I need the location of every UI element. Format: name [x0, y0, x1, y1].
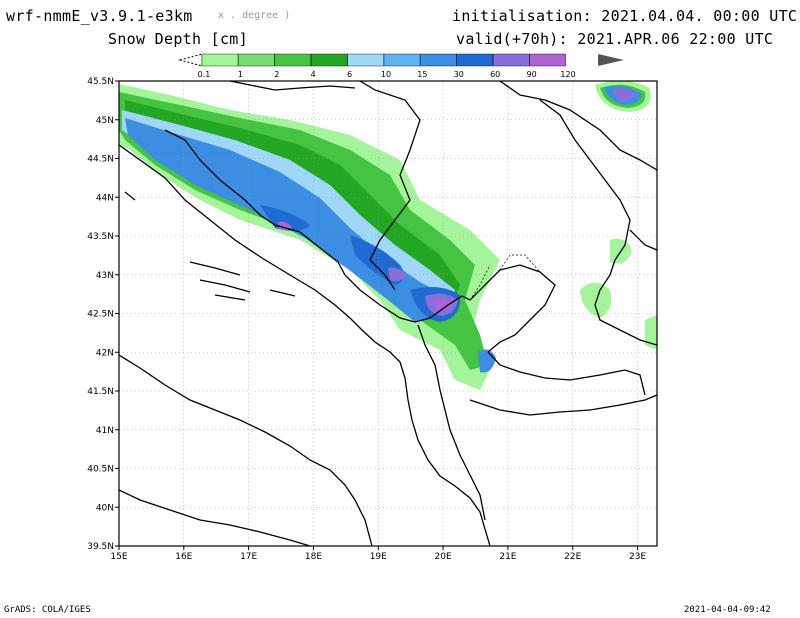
colorbar-label: 120: [560, 70, 575, 79]
border-kosovo-serbia: [469, 254, 541, 301]
colorbar-box: [201, 53, 239, 67]
lon-label: 23E: [629, 552, 646, 562]
border-macedonia: [487, 351, 646, 396]
lat-label: 43N: [96, 271, 114, 281]
lat-label: 41.5N: [87, 387, 114, 397]
lon-label: 17E: [240, 552, 257, 562]
border-croatia-bosnia: [164, 129, 346, 276]
snow-depth-field: [119, 81, 657, 390]
unit-note: x . degree ): [218, 10, 291, 21]
colorbar-box: [347, 53, 384, 67]
snow-region-light: [645, 315, 657, 350]
lon-label: 21E: [499, 552, 516, 562]
colorbar-box: [456, 53, 493, 67]
border-east: [629, 229, 657, 251]
coastline: [119, 489, 311, 546]
lat-label: 41N: [96, 426, 114, 436]
valid-time: valid(+70h): 2021.APR.06 22:00 UTC: [456, 30, 774, 48]
footer-credit: GrADS: COLA/IGES: [4, 605, 91, 615]
border-serbia-bulgaria: [539, 99, 657, 346]
colorbar-box: [420, 53, 457, 67]
lat-label: 40.5N: [87, 465, 114, 475]
colorbar-label: 10: [381, 70, 391, 79]
lon-label: 18E: [305, 552, 322, 562]
colorbar-label: 60: [490, 70, 500, 79]
colorbar-high-arrow: [598, 54, 624, 66]
colorbar-label: 1: [238, 70, 243, 79]
colorbar-box: [529, 53, 566, 67]
snow-region-purple: [612, 88, 636, 101]
lon-label: 19E: [370, 552, 387, 562]
field-title: Snow Depth [cm]: [108, 30, 248, 48]
colorbar-box: [383, 53, 421, 67]
snow-region-darkblue: [260, 205, 310, 231]
colorbar-box: [311, 53, 348, 67]
lat-label: 39.5N: [87, 542, 114, 552]
coastline: [119, 354, 373, 546]
snow-region-light: [580, 282, 612, 318]
lon-label: 22E: [564, 552, 581, 562]
colorbar-low-arrow: [178, 53, 203, 67]
colorbar-box: [238, 53, 275, 67]
border-albania: [417, 324, 486, 521]
lat-label: 42.5N: [87, 310, 114, 320]
model-title: wrf-nmmE_v3.9.1-e3km: [6, 7, 193, 25]
border-bosnia-serbia: [369, 89, 421, 291]
colorbar-box: [274, 53, 311, 67]
graticule: [119, 81, 657, 546]
border-kosovo: [469, 264, 556, 353]
border-danube: [499, 81, 657, 171]
colorbar-label: 6: [347, 70, 352, 79]
lat-label: 43.5N: [87, 232, 114, 242]
footer-timestamp: 2021-04-04-09:42: [684, 605, 771, 615]
border-north: [229, 81, 376, 91]
island: [124, 191, 296, 301]
lon-label: 20E: [435, 552, 452, 562]
colorbar-label: 4: [311, 70, 316, 79]
border-greece: [469, 394, 657, 416]
colorbar-label: 2: [274, 70, 279, 79]
snow-region-blue: [478, 349, 496, 373]
lat-label: 45.5N: [87, 77, 114, 87]
lat-label: 45N: [96, 116, 114, 126]
init-time: initialisation: 2021.04.04. 00:00 UTC: [452, 7, 798, 25]
colorbar: 0.1 1 2 4 6 10 15 30 60 90 120: [178, 53, 624, 79]
colorbar-label: 30: [454, 70, 464, 79]
snow-region-purple: [435, 299, 452, 310]
border-montenegro: [344, 274, 471, 323]
snow-region-purple: [388, 267, 406, 282]
lat-label: 44.5N: [87, 155, 114, 165]
lat-label: 42N: [96, 348, 114, 358]
lon-label: 16E: [175, 552, 192, 562]
colorbar-label: 90: [527, 70, 537, 79]
lat-label: 40N: [96, 503, 114, 513]
colorbar-label: 15: [417, 70, 427, 79]
colorbar-label: 0.1: [198, 70, 211, 79]
lat-label: 44N: [96, 193, 114, 203]
borders: [119, 81, 657, 546]
lon-label: 15E: [110, 552, 127, 562]
colorbar-box: [493, 53, 530, 67]
coastline: [119, 144, 491, 546]
